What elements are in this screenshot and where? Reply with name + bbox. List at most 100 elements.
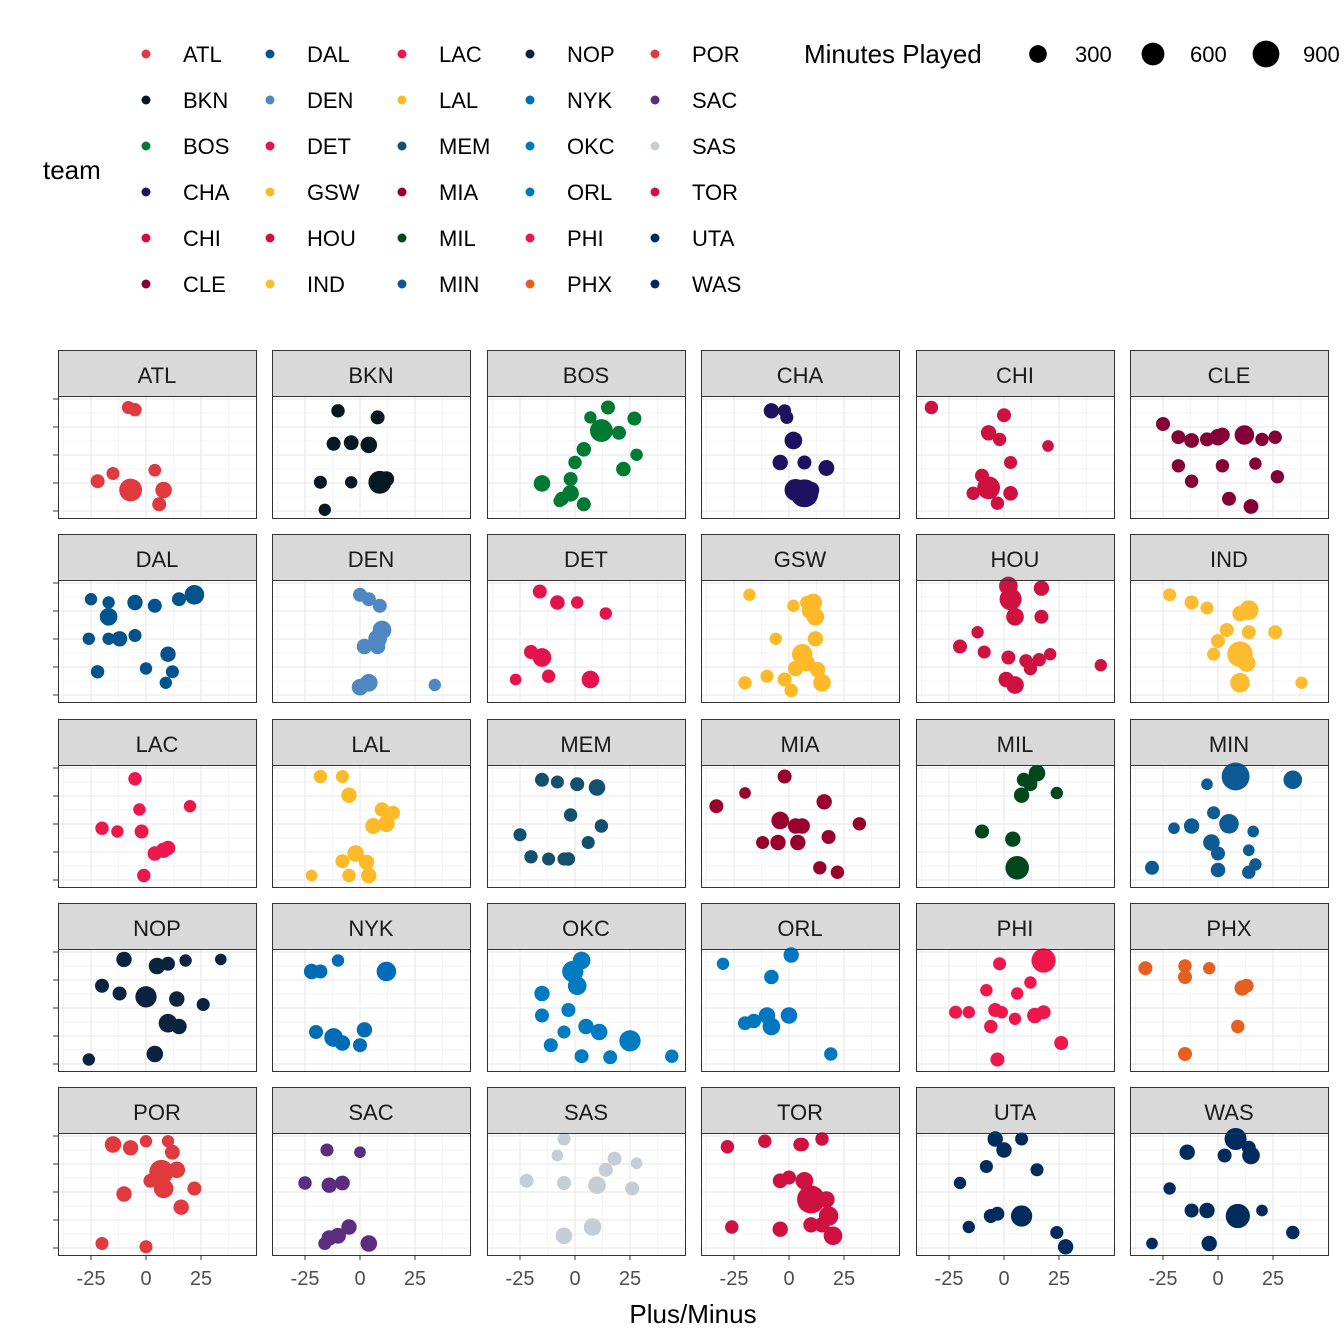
data-point: [161, 1135, 175, 1148]
legend-title-size: Minutes Played: [804, 39, 982, 69]
plot-area-uta: -25 0 25: [916, 1131, 1115, 1290]
data-point: [571, 596, 584, 609]
data-point: [557, 1025, 571, 1039]
legend-key-dal: [265, 49, 275, 59]
data-point: [980, 425, 997, 441]
facet-panel-gsw: GSW: [701, 534, 900, 703]
data-point: [112, 986, 127, 1001]
data-point: [119, 478, 143, 502]
legend-label-lal: LAL: [439, 88, 478, 113]
data-point: [134, 824, 149, 839]
data-point: [84, 593, 98, 606]
data-point: [598, 1162, 613, 1177]
data-point: [1036, 1005, 1051, 1020]
facet-strip-ind: [1130, 534, 1329, 581]
data-point: [780, 1007, 798, 1024]
legend-key-lac: [397, 49, 407, 59]
legend-key-phx: [525, 279, 535, 289]
facet-panel-atl: ATL: [53, 350, 257, 519]
panel-border: [916, 580, 1115, 703]
data-point: [816, 794, 832, 810]
facet-strip-okc: [487, 903, 686, 950]
data-point: [360, 1235, 378, 1252]
legend-label-mia: MIA: [439, 180, 478, 205]
data-point: [90, 474, 105, 489]
panel-background: [916, 396, 1115, 519]
data-point: [1210, 633, 1226, 649]
data-point: [1184, 595, 1199, 610]
data-point: [611, 425, 627, 440]
plot-area-tor: -25 0 25: [701, 1132, 900, 1290]
facet-label-mia: MIA: [780, 732, 819, 757]
data-point: [1155, 416, 1171, 432]
plot-area-sac: -25 0 25: [272, 1133, 471, 1290]
facet-panel-lac: LAC: [53, 719, 257, 888]
data-point: [369, 638, 386, 655]
facet-label-atl: ATL: [138, 363, 177, 388]
facet-label-nop: NOP: [133, 916, 181, 941]
data-point: [320, 1143, 334, 1157]
data-point: [589, 419, 613, 443]
facet-panel-mem: MEM: [487, 719, 686, 888]
facet-panel-den: DEN: [272, 534, 471, 703]
panel-border: [58, 396, 257, 519]
panel-border: [701, 765, 900, 888]
legend-label-okc: OKC: [567, 134, 615, 159]
data-point: [625, 1181, 640, 1196]
data-point: [795, 1171, 814, 1190]
plot-area-lal: [272, 765, 471, 888]
facet-panel-sas: SAS -25 0 25: [487, 1087, 686, 1290]
data-point: [1144, 860, 1160, 875]
data-point: [784, 683, 798, 698]
x-tick-label: 25: [190, 1268, 212, 1290]
data-point: [1210, 846, 1226, 861]
data-point: [563, 808, 578, 822]
data-point: [599, 607, 612, 620]
panel-border: [58, 765, 257, 888]
data-point: [532, 584, 547, 599]
data-point: [378, 471, 395, 487]
legend-label-bos: BOS: [183, 134, 229, 159]
data-point: [809, 661, 826, 678]
data-point: [1219, 622, 1234, 638]
data-point: [995, 1006, 1008, 1019]
plot-area-den: [272, 580, 471, 703]
data-point: [173, 1199, 189, 1215]
facet-strip-chi: [916, 350, 1115, 397]
legend-key-mia: [397, 187, 407, 197]
plot-area-chi: [916, 396, 1115, 519]
facet-strip-nyk: [272, 903, 471, 950]
data-point: [95, 1236, 109, 1251]
facet-strip-min: [1130, 719, 1329, 766]
data-point: [318, 1236, 332, 1251]
data-point: [342, 868, 356, 883]
data-point: [1003, 486, 1018, 501]
data-point: [1001, 650, 1016, 665]
data-point: [1207, 806, 1221, 820]
facet-panel-bkn: BKN: [272, 350, 471, 519]
data-point: [720, 1139, 735, 1154]
data-point: [1023, 661, 1038, 676]
data-point: [116, 1186, 132, 1202]
data-point: [196, 997, 210, 1012]
facet-panel-hou: HOU: [916, 534, 1115, 703]
data-point: [361, 592, 376, 607]
data-point: [787, 599, 800, 612]
data-point: [627, 411, 642, 426]
panel-background: [916, 1133, 1115, 1256]
data-point: [82, 1053, 95, 1066]
facet-panel-det: DET: [487, 534, 686, 703]
facet-strip-atl: [58, 350, 257, 397]
data-point: [356, 1022, 373, 1038]
legend-label-det: DET: [307, 134, 351, 159]
data-point: [99, 607, 118, 626]
panel-border: [272, 765, 471, 888]
data-point: [990, 1052, 1005, 1067]
panel-border: [487, 949, 686, 1072]
data-point: [171, 1018, 187, 1035]
legend-size-label-300: 300: [1075, 42, 1112, 67]
facet-panel-min: MIN: [1130, 719, 1329, 888]
legend-key-bos: [141, 141, 151, 151]
legend-label-cle: CLE: [183, 272, 226, 297]
data-point: [818, 460, 835, 476]
